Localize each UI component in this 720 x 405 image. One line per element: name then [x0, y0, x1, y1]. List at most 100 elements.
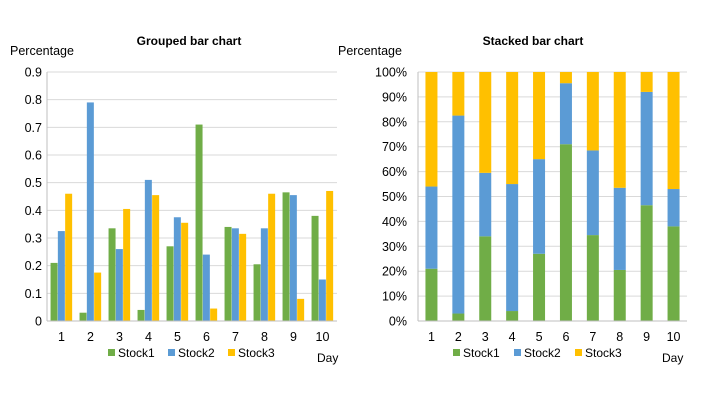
- bar-stock3: [640, 72, 653, 92]
- axes: [46, 72, 337, 322]
- y-tick-label: 0.2: [25, 259, 42, 273]
- x-tick-label: 8: [616, 330, 623, 344]
- x-tick-label: 5: [536, 330, 543, 344]
- y-axis-label: Percentage: [10, 44, 74, 58]
- bar-stock2: [640, 91, 653, 206]
- x-tick-label: 10: [316, 330, 330, 344]
- bar-stock3: [559, 72, 572, 84]
- y-tick-labels: 0 0.1 0.2 0.3 0.4 0.5 0.6 0.7 0.8 0.9: [25, 66, 42, 329]
- bar-stock3: [452, 72, 465, 116]
- y-tick-label: 0: [35, 315, 42, 329]
- x-tick-label: 5: [174, 330, 181, 344]
- x-tick-label: 4: [509, 330, 516, 344]
- y-tick-label: 0.1: [25, 287, 42, 301]
- x-tick-label: 6: [203, 330, 210, 344]
- bar-stock2: [86, 102, 94, 321]
- x-tick-label: 8: [261, 330, 268, 344]
- bar-stock1: [667, 226, 680, 321]
- bar-stock3: [479, 72, 492, 173]
- bar-stock2: [57, 231, 65, 321]
- stacked-bar-chart: Stacked bar chart Percentage 0%10%20%30%…: [338, 34, 687, 365]
- legend-label: Stock3: [238, 346, 275, 360]
- x-tick-label: 2: [87, 330, 94, 344]
- bar-stock2: [613, 187, 626, 270]
- bar-stock2: [318, 279, 326, 321]
- bar-stock2: [506, 184, 519, 312]
- legend-swatch: [168, 349, 175, 356]
- bar-stock1: [479, 236, 492, 321]
- bar-stock1: [282, 192, 290, 321]
- bar-stock1: [195, 124, 203, 321]
- bar-stock2: [533, 159, 546, 254]
- bar-stock2: [144, 179, 152, 321]
- bar-stock1: [166, 246, 174, 321]
- bar-stock3: [268, 193, 276, 321]
- legend-label: Stock1: [118, 346, 155, 360]
- y-tick-label: 70%: [382, 140, 407, 154]
- legend: Stock1 Stock2 Stock3: [453, 346, 622, 360]
- bar-stock2: [115, 249, 123, 321]
- y-tick-label: 0.5: [25, 176, 42, 190]
- legend-swatch: [108, 349, 115, 356]
- x-tick-label: 1: [58, 330, 65, 344]
- x-tick-labels: 1 2 3 4 5 6 7 8 9 10: [428, 330, 681, 344]
- y-axis-label: Percentage: [338, 44, 402, 58]
- y-tick-label: 0%: [389, 315, 407, 329]
- gridlines: [47, 71, 337, 294]
- bar-stock1: [137, 309, 145, 321]
- bar-stock2: [202, 254, 210, 321]
- bar-stock2: [289, 195, 297, 321]
- bar-stock3: [613, 72, 626, 188]
- y-tick-label: 60%: [382, 165, 407, 179]
- y-tick-label: 0.9: [25, 66, 42, 80]
- bars: [50, 102, 334, 321]
- y-tick-label: 0.3: [25, 232, 42, 246]
- x-tick-label: 4: [145, 330, 152, 344]
- bar-stock2: [425, 186, 438, 269]
- bar-stock3: [533, 72, 546, 160]
- x-tick-label: 7: [589, 330, 596, 344]
- bar-stock1: [586, 235, 599, 321]
- y-tick-label: 20%: [382, 265, 407, 279]
- x-tick-label: 9: [290, 330, 297, 344]
- bar-stock3: [181, 222, 189, 321]
- y-tick-label: 0.8: [25, 93, 42, 107]
- bars: [425, 72, 680, 321]
- bar-stock3: [297, 298, 305, 321]
- bar-stock1: [79, 312, 87, 321]
- y-tick-label: 0.6: [25, 149, 42, 163]
- y-tick-label: 30%: [382, 240, 407, 254]
- x-tick-label: 3: [482, 330, 489, 344]
- axes: [417, 72, 687, 322]
- bar-stock1: [253, 264, 261, 321]
- x-tick-label: 1: [428, 330, 435, 344]
- legend-swatch: [228, 349, 235, 356]
- legend-swatch: [453, 349, 460, 356]
- x-tick-label: 9: [643, 330, 650, 344]
- bar-stock2: [173, 217, 181, 321]
- bar-stock3: [65, 193, 73, 321]
- bar-stock1: [559, 144, 572, 321]
- bar-stock3: [326, 190, 334, 321]
- bar-stock1: [533, 253, 546, 321]
- bar-stock1: [452, 313, 465, 321]
- x-tick-label: 6: [562, 330, 569, 344]
- bar-stock3: [210, 308, 218, 321]
- legend-label: Stock1: [463, 346, 500, 360]
- y-tick-label: 80%: [382, 115, 407, 129]
- grouped-bar-chart: Grouped bar chart Percentage 00.10.20.30…: [10, 34, 338, 365]
- legend-swatch: [514, 349, 521, 356]
- x-tick-label: 10: [667, 330, 681, 344]
- chart-title: Stacked bar chart: [483, 34, 584, 48]
- x-tick-labels: 1 2 3 4 5 6 7 8 9 10: [58, 330, 329, 344]
- bar-stock3: [425, 72, 438, 187]
- bar-stock3: [506, 72, 519, 185]
- bar-stock1: [311, 215, 319, 321]
- bar-stock3: [667, 72, 680, 190]
- bar-stock2: [559, 83, 572, 145]
- bar-stock1: [425, 268, 438, 321]
- bar-stock3: [586, 72, 599, 151]
- y-tick-label: 40%: [382, 215, 407, 229]
- bar-stock1: [613, 269, 626, 321]
